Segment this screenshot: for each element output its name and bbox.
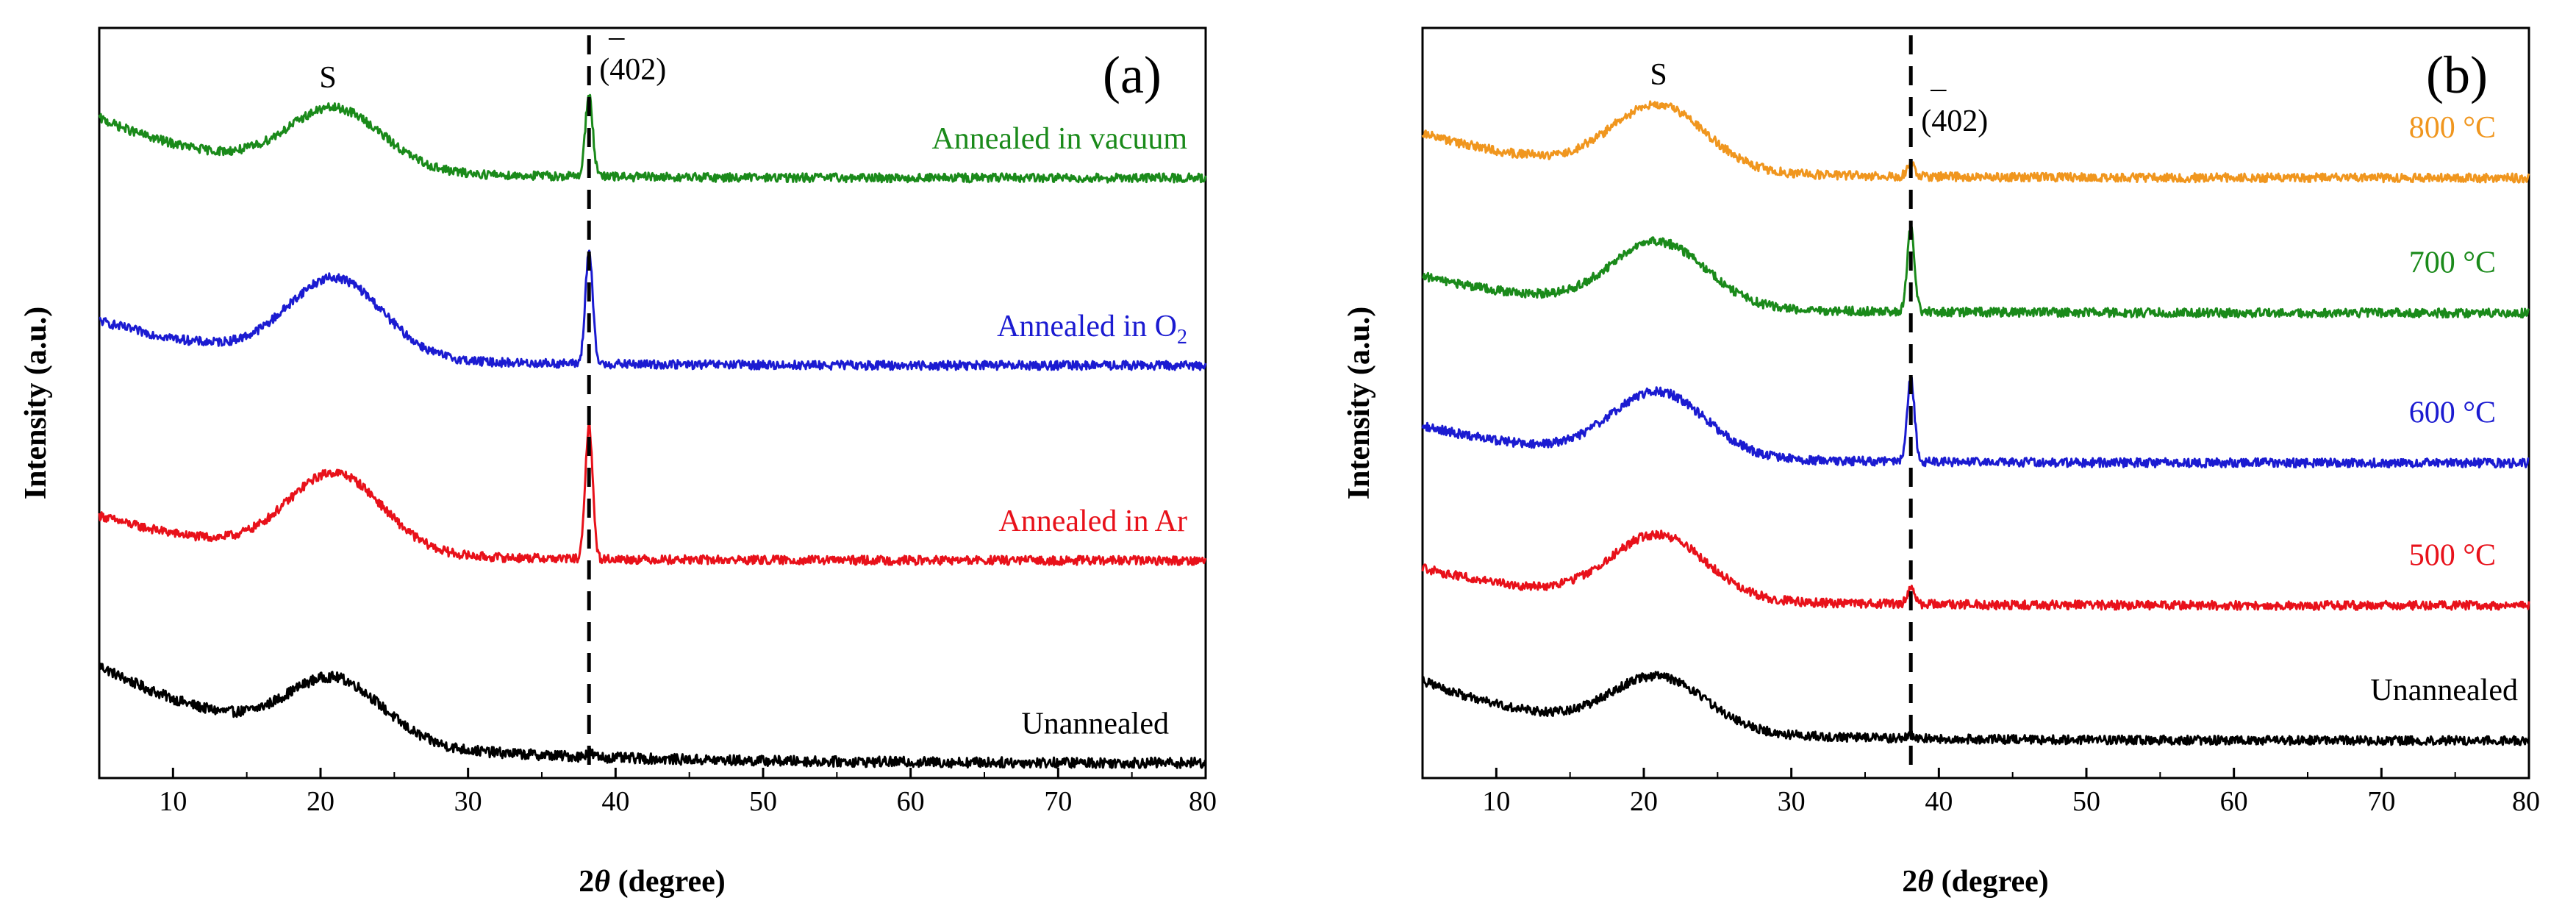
panel-a-frame xyxy=(98,26,1207,780)
panel-a-x-axis-title: 2θ (degree) xyxy=(579,865,725,899)
series-line xyxy=(1421,671,2530,746)
series-label: Annealed in Ar xyxy=(998,504,1187,538)
series-label: Unannealed xyxy=(2370,674,2518,707)
panel-b-y-axis-title: Intensity (a.u.) xyxy=(1342,307,1376,500)
series-line xyxy=(1421,529,2530,611)
panel-b: 10 20 30 40 50 60 70 80 (b) S (402) ¯ Unanneale… xyxy=(1342,26,2540,899)
panel-b-series-group xyxy=(1421,100,2530,746)
series-label: 700 °C xyxy=(2409,246,2496,280)
series-label: Unannealed xyxy=(1021,707,1169,741)
panel-a-402-annotation: (402) xyxy=(599,53,666,87)
series-line xyxy=(1421,100,2530,184)
panel-b-s-annotation: S xyxy=(1650,58,1667,92)
x-tick-label: 20 xyxy=(307,786,334,817)
series-line xyxy=(1421,376,2530,469)
series-line xyxy=(98,663,1207,769)
x-tick-label: 50 xyxy=(749,786,777,817)
series-label: 800 °C xyxy=(2409,111,2496,145)
series-line xyxy=(1422,224,2530,319)
panel-a-label: (a) xyxy=(1103,46,1162,104)
x-tick-label: 80 xyxy=(2512,786,2540,817)
series-label: Annealed in O2 xyxy=(997,310,1187,349)
panel-b-label: (b) xyxy=(2426,46,2488,104)
series-line xyxy=(99,249,1207,371)
x-tick-label: 60 xyxy=(2220,786,2248,817)
x-tick-label: 70 xyxy=(2367,786,2395,817)
panel-a-402-overbar: ¯ xyxy=(608,35,625,69)
x-tick-label: 30 xyxy=(454,786,482,817)
panel-a-series-labels: Unannealed Annealed in Ar Annealed in O2 An… xyxy=(931,122,1187,741)
panel-a-series-group xyxy=(98,93,1207,769)
x-tick-label: 40 xyxy=(601,786,629,817)
x-tick-label: 40 xyxy=(1925,786,1953,817)
x-tick-label: 60 xyxy=(897,786,925,817)
series-label: 500 °C xyxy=(2409,538,2496,572)
x-tick-label: 10 xyxy=(159,786,187,817)
x-tick-label: 50 xyxy=(2072,786,2100,817)
panel-b-frame xyxy=(1421,26,2530,780)
panel-b-x-axis-title: 2θ (degree) xyxy=(1902,865,2048,899)
x-tick-label: 30 xyxy=(1778,786,1806,817)
series-line xyxy=(98,418,1207,566)
panel-a: 10 20 30 40 50 60 70 80 (a) S (402) ¯ Unanneale… xyxy=(19,26,1217,899)
panel-a-x-ticks: 10 20 30 40 50 60 70 80 xyxy=(99,768,1217,817)
x-tick-label: 70 xyxy=(1044,786,1072,817)
series-label: Annealed in vacuum xyxy=(931,122,1187,156)
x-tick-label: 10 xyxy=(1482,786,1510,817)
panel-b-series-labels: Unannealed 500 °C 600 °C 700 °C 800 °C xyxy=(2370,111,2518,707)
x-tick-label: 80 xyxy=(1189,786,1217,817)
panel-b-402-annotation: (402) xyxy=(1921,104,1988,138)
panel-a-s-annotation: S xyxy=(319,61,336,95)
x-tick-label: 20 xyxy=(1630,786,1658,817)
panel-b-x-ticks: 10 20 30 40 50 60 70 80 xyxy=(1422,768,2540,817)
panel-a-y-axis-title: Intensity (a.u.) xyxy=(19,307,53,500)
series-line xyxy=(98,93,1207,184)
panel-b-402-overbar: ¯ xyxy=(1930,87,1947,121)
series-label: 600 °C xyxy=(2409,396,2496,430)
